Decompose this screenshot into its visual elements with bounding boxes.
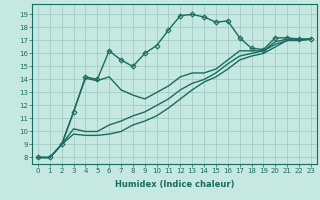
X-axis label: Humidex (Indice chaleur): Humidex (Indice chaleur) — [115, 180, 234, 189]
